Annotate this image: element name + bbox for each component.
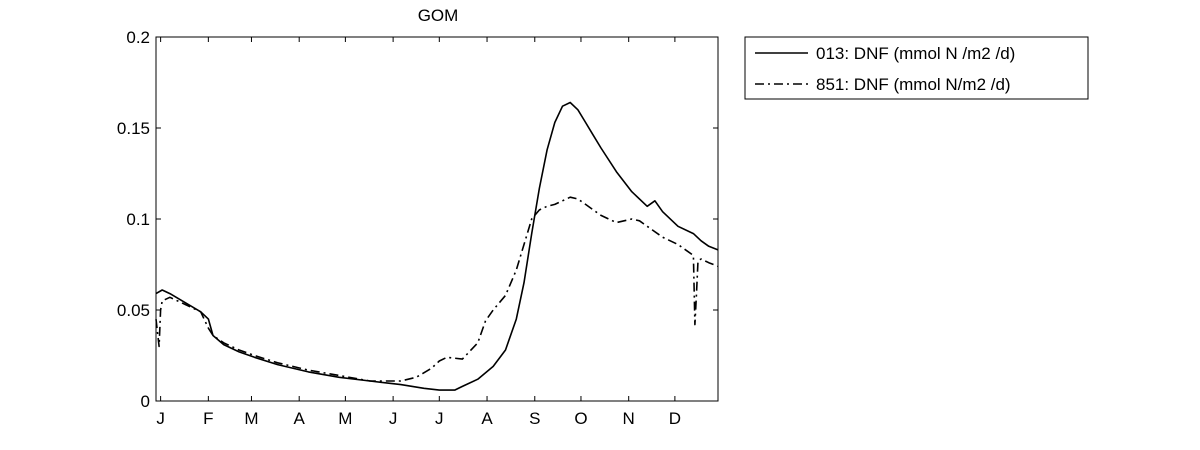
chart-title: GOM xyxy=(418,6,459,25)
x-tick-label: J xyxy=(156,409,165,428)
x-tick-label: O xyxy=(574,409,587,428)
plot-frame xyxy=(155,36,719,402)
y-tick-label: 0.15 xyxy=(117,119,150,138)
x-tick-label: J xyxy=(389,409,398,428)
legend: 013: DNF (mmol N /m2 /d) 851: DNF (mmol … xyxy=(744,36,1089,100)
y-tick-label: 0.05 xyxy=(117,301,150,320)
x-tick-label: N xyxy=(623,409,635,428)
x-tick-label: F xyxy=(203,409,213,428)
series-line-013 xyxy=(155,101,719,391)
x-tick-label: M xyxy=(244,409,258,428)
y-tick-label: 0.2 xyxy=(126,28,150,47)
series-layer xyxy=(155,101,719,391)
series-line-851 xyxy=(155,196,719,382)
legend-box xyxy=(744,36,1089,100)
x-tick-label: S xyxy=(529,409,540,428)
x-tick-label: J xyxy=(435,409,444,428)
legend-label-013: 013: DNF (mmol N /m2 /d) xyxy=(816,44,1015,63)
x-tick-label: A xyxy=(481,409,493,428)
x-tick-label: A xyxy=(294,409,306,428)
y-tick-label: 0.1 xyxy=(126,210,150,229)
y-tick-label: 0 xyxy=(141,392,150,411)
plot-area xyxy=(156,37,718,401)
x-tick-label: D xyxy=(669,409,681,428)
x-tick-label: M xyxy=(338,409,352,428)
tick-layer: 0 0.05 0.1 0.15 0.2 J F M A M J J A S O N D xyxy=(117,28,718,428)
legend-label-851: 851: DNF (mmol N/m2 /d) xyxy=(816,75,1011,94)
